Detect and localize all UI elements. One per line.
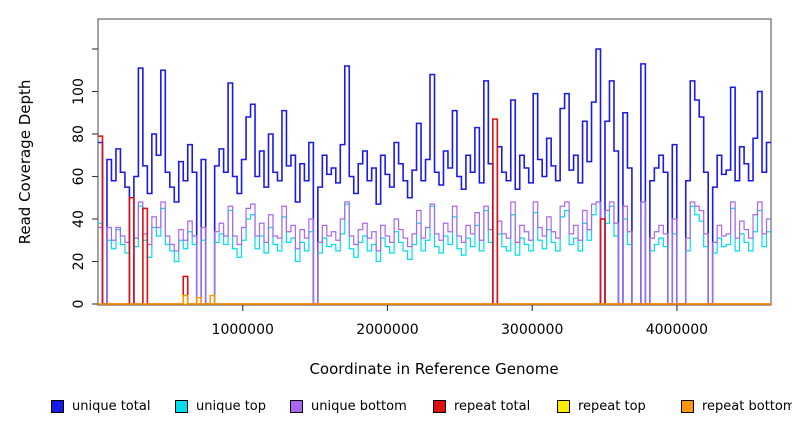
- repeat-top-swatch-icon: [557, 400, 570, 413]
- chart-legend: unique total unique top unique bottom re…: [0, 396, 792, 422]
- y-tick-label: 100: [71, 78, 87, 105]
- y-tick-label: 20: [71, 253, 87, 271]
- y-tick-label: 80: [71, 125, 87, 143]
- legend-label: repeat total: [454, 399, 531, 414]
- legend-item-unique-top: unique top: [175, 399, 266, 414]
- unique-total-swatch-icon: [51, 400, 64, 413]
- series-unique-total: [98, 48, 771, 305]
- unique-bottom-swatch-icon: [290, 400, 303, 413]
- legend-item-unique-total: unique total: [51, 399, 150, 414]
- x-tick-label: 2000000: [356, 322, 418, 338]
- y-tick-label: 40: [71, 210, 87, 228]
- x-tick-label: 4000000: [646, 322, 708, 338]
- repeat-bottom-swatch-icon: [681, 400, 694, 413]
- coverage-chart-svg: 1000000 2000000 3000000 4000000020406080100…: [16, 18, 772, 378]
- legend-label: unique top: [196, 399, 267, 414]
- y-axis-title: Read Coverage Depth: [16, 80, 34, 245]
- legend-item-repeat-total: repeat total: [433, 399, 530, 414]
- plot-dynamic-layer: 1000000 2000000 3000000 4000000 0 20 40 60 80 100: [71, 48, 771, 338]
- repeat-total-swatch-icon: [433, 400, 446, 413]
- x-tick-label: 1000000: [212, 322, 274, 338]
- y-tick-label: 0: [71, 300, 87, 309]
- plot-frame: [97, 18, 772, 306]
- series-repeat-bottom: [98, 294, 771, 305]
- x-tick-label: 3000000: [501, 322, 563, 338]
- legend-label: unique bottom: [311, 399, 407, 414]
- legend-item-repeat-top: repeat top: [557, 399, 646, 414]
- series-unique-bottom: [98, 201, 771, 305]
- legend-item-repeat-bottom: repeat bottom: [681, 399, 792, 414]
- y-tick-label: 60: [71, 168, 87, 186]
- legend-label: repeat bottom: [702, 399, 792, 414]
- x-axis-title: Coordinate in Reference Genome: [309, 360, 558, 378]
- unique-top-swatch-icon: [175, 400, 188, 413]
- legend-label: repeat top: [578, 399, 646, 414]
- legend-item-unique-bottom: unique bottom: [290, 399, 407, 414]
- legend-label: unique total: [72, 399, 151, 414]
